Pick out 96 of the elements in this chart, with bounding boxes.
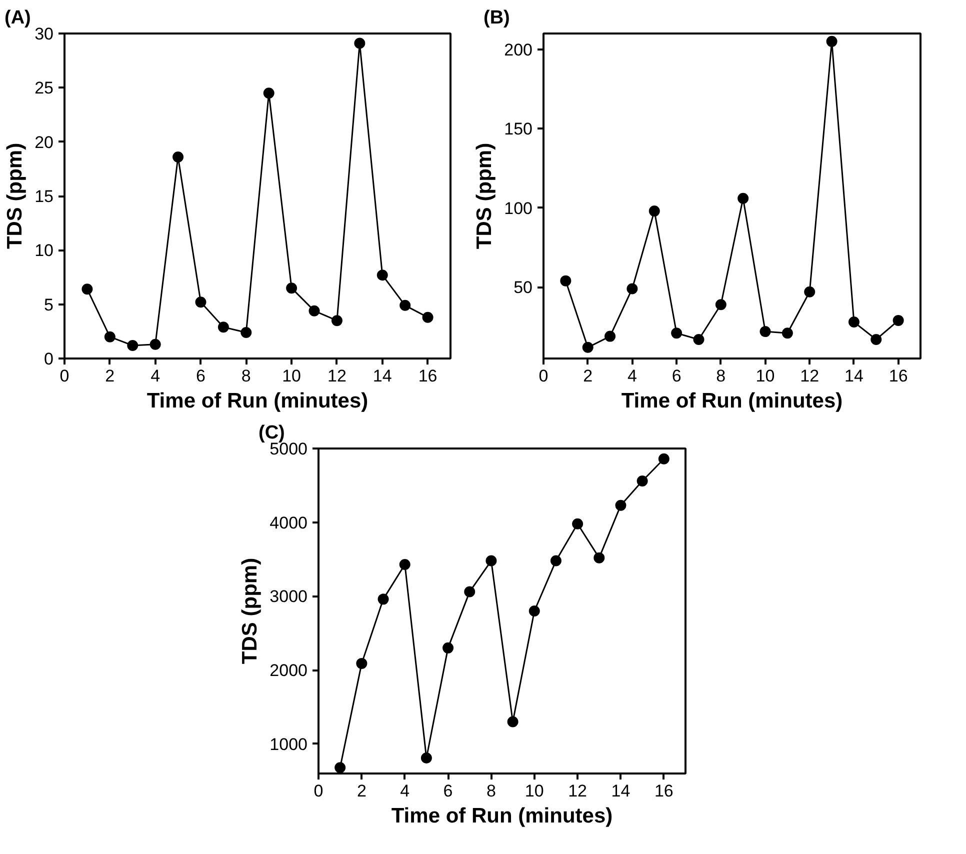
x-tick-label: 16: [888, 366, 908, 386]
x-tick-label: 6: [196, 366, 206, 386]
x-tick-label: 12: [568, 782, 588, 800]
x-tick-label: 0: [314, 782, 324, 800]
y-tick-label: 50: [514, 278, 533, 298]
point: [195, 296, 206, 308]
point: [376, 270, 388, 281]
point: [422, 312, 434, 323]
point: [738, 192, 749, 204]
point: [240, 327, 252, 338]
y-tick-label: 0: [44, 350, 54, 368]
point: [218, 322, 229, 333]
chart-title: (A): [4, 8, 31, 28]
y-tick-label: 10: [34, 241, 54, 260]
point: [671, 328, 682, 339]
y-tick-label: 15: [34, 187, 54, 206]
y-tick-label: 4000: [270, 513, 308, 532]
point: [150, 338, 161, 350]
x-tick-label: 10: [756, 366, 775, 386]
x-tick-label: 16: [418, 366, 438, 386]
point: [604, 330, 616, 342]
point: [658, 453, 670, 464]
point: [263, 88, 274, 99]
x-tick-label: 6: [443, 782, 453, 800]
y-axis-title: TDS (ppm): [473, 142, 496, 250]
y-axis-title: TDS (ppm): [4, 142, 27, 250]
point: [550, 555, 562, 566]
point: [104, 331, 116, 342]
x-tick-label: 14: [372, 366, 392, 386]
x-tick-label: 14: [844, 366, 864, 386]
point: [354, 38, 366, 49]
point: [715, 299, 726, 310]
point: [615, 500, 626, 511]
point: [286, 282, 298, 294]
point: [82, 284, 93, 295]
point: [464, 586, 476, 598]
point: [826, 36, 838, 47]
point: [626, 283, 638, 294]
y-tick-label: 25: [34, 78, 54, 98]
point: [399, 558, 410, 570]
x-tick-label: 0: [538, 366, 548, 386]
x-tick-label: 6: [672, 366, 682, 386]
y-tick-label: 150: [504, 120, 533, 139]
x-axis-title: Time of Run (minutes): [146, 390, 368, 412]
x-tick-label: 14: [611, 782, 630, 800]
x-tick-label: 8: [241, 366, 251, 386]
x-tick-label: 4: [400, 782, 410, 800]
x-tick-label: 2: [583, 366, 593, 386]
chart-title: (B): [484, 8, 510, 28]
y-tick-label: 1000: [270, 734, 308, 754]
x-tick-label: 12: [800, 366, 820, 386]
point: [648, 206, 660, 217]
point: [782, 328, 793, 339]
x-tick-label: 16: [654, 782, 674, 800]
x-tick-label: 8: [716, 366, 726, 386]
point: [331, 315, 342, 326]
x-axis-title: Time of Run (minutes): [621, 390, 843, 412]
y-axis-title: TDS (ppm): [238, 558, 262, 664]
point: [356, 658, 368, 669]
x-tick-label: 8: [486, 782, 496, 800]
point: [804, 286, 816, 298]
x-tick-label: 2: [105, 366, 115, 386]
point: [127, 340, 138, 351]
point: [870, 334, 882, 345]
point: [560, 275, 572, 286]
y-tick-label: 30: [34, 24, 54, 44]
point: [420, 752, 432, 764]
y-tick-label: 2000: [270, 661, 308, 680]
y-tick-label: 100: [504, 198, 533, 218]
point: [378, 594, 389, 605]
x-tick-label: 12: [328, 366, 346, 386]
point: [572, 518, 584, 530]
point: [892, 314, 904, 326]
y-tick-label: 5: [44, 295, 54, 314]
point: [636, 476, 648, 486]
x-axis-title: Time of Run (minutes): [391, 804, 613, 828]
point: [486, 555, 497, 566]
y-tick-label: 3000: [270, 587, 308, 606]
point: [760, 326, 771, 338]
x-tick-label: 2: [356, 782, 366, 800]
point: [594, 552, 605, 564]
point: [528, 606, 540, 616]
point: [693, 334, 704, 345]
x-tick-label: 0: [60, 366, 70, 386]
y-tick-label: 200: [504, 40, 533, 60]
y-tick-label: 20: [34, 132, 54, 152]
point: [172, 152, 184, 162]
point: [308, 305, 320, 316]
point: [334, 762, 346, 774]
point: [848, 316, 860, 328]
x-tick-label: 4: [627, 366, 637, 386]
point: [400, 300, 411, 311]
point: [442, 642, 454, 654]
x-tick-label: 4: [150, 366, 160, 386]
point: [507, 716, 518, 728]
point: [582, 342, 594, 353]
